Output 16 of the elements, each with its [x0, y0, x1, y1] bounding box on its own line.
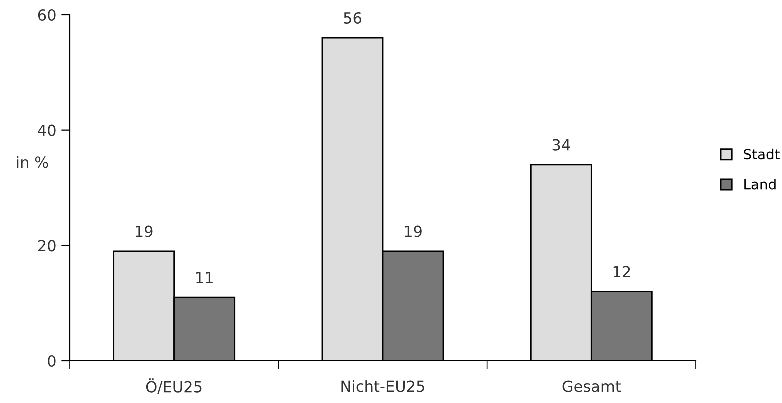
- data-label: 56: [344, 12, 362, 24]
- y-axis-title: in %: [17, 156, 48, 168]
- data-label: 19: [405, 226, 422, 238]
- y-tick-label: 0: [48, 355, 56, 368]
- x-tick-label: Gesamt: [562, 380, 622, 392]
- legend-label: Land: [744, 179, 776, 190]
- data-label: 19: [136, 226, 153, 238]
- y-tick-label: 20: [38, 240, 56, 252]
- x-tick-label: Ö/EU25: [146, 378, 202, 394]
- data-label: 11: [196, 272, 213, 284]
- y-tick-label: 60: [38, 9, 56, 22]
- data-label: 12: [614, 266, 630, 278]
- legend-label: Stadt: [744, 148, 780, 160]
- x-tick-label: Nicht-EU25: [342, 380, 424, 392]
- y-tick-label: 40: [38, 124, 56, 136]
- data-label: 34: [552, 139, 570, 151]
